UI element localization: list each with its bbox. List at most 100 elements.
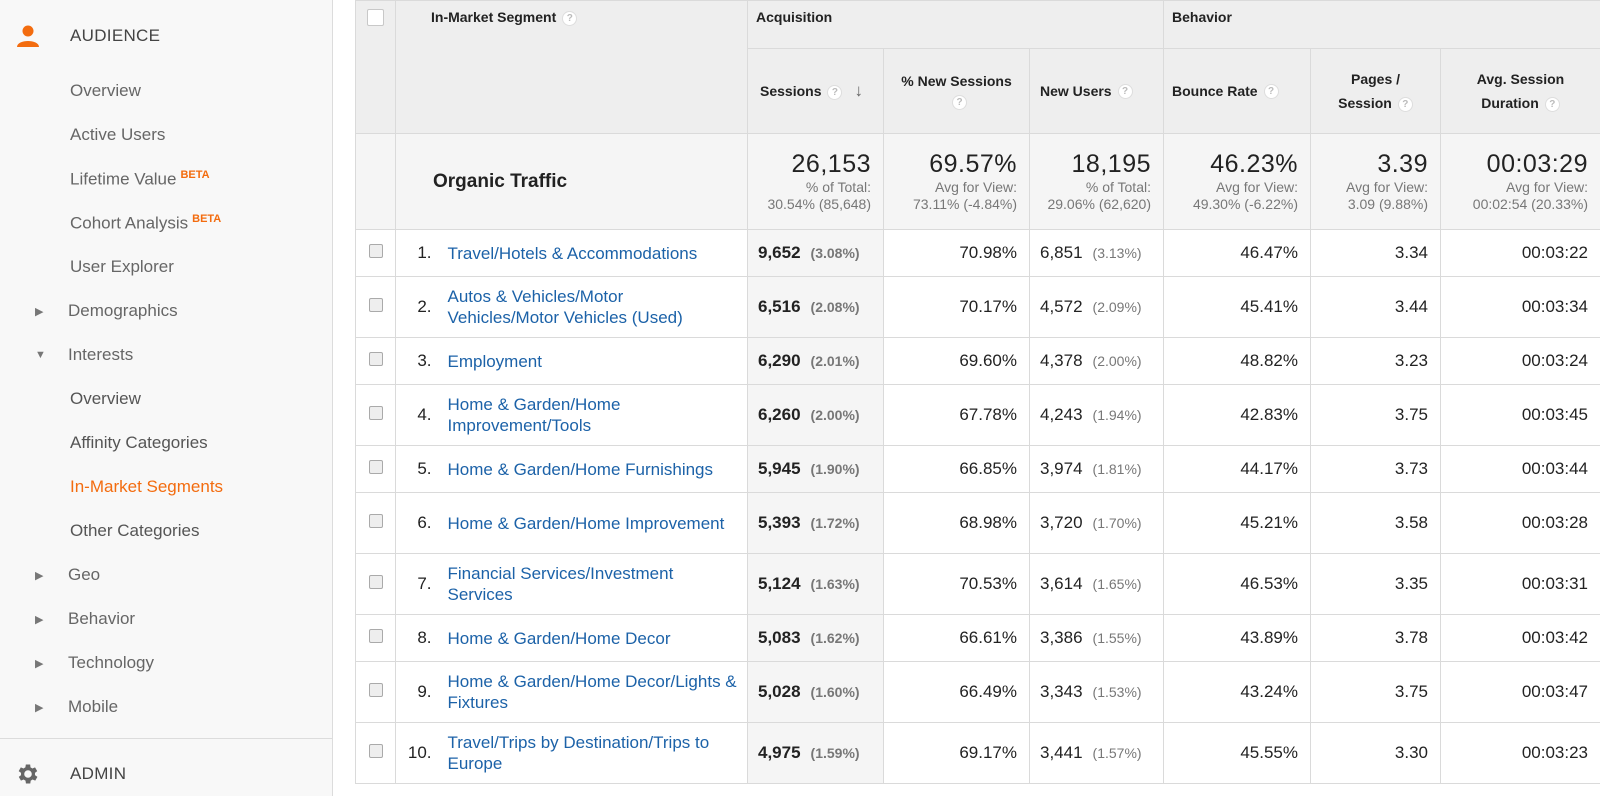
sessions-value: 6,516	[758, 297, 801, 316]
row-checkbox[interactable]	[368, 629, 383, 643]
help-icon[interactable]: ?	[562, 10, 578, 26]
sidebar-item-label: Active Users	[70, 125, 166, 144]
lifetime-value-text: Lifetime Value	[70, 169, 177, 189]
segment-link[interactable]: Home & Garden/Home Decor/Lights & Fixtur…	[435, 661, 748, 723]
duration-cell: 00:03:31	[1440, 553, 1600, 615]
sidebar-item-geo[interactable]: ▶ Geo	[0, 553, 332, 597]
sessions-percent: (1.62%)	[810, 630, 860, 646]
avg-session-duration-column-header[interactable]: Avg. Session Duration?	[1440, 48, 1600, 134]
bounce-rate-cell: 45.55%	[1163, 722, 1311, 784]
sidebar-item-behavior[interactable]: ▶ Behavior	[0, 597, 332, 641]
sidebar-item-user-explorer[interactable]: User Explorer	[0, 245, 332, 289]
duration-cell: 00:03:22	[1440, 229, 1600, 277]
pages-cell: 3.34	[1310, 229, 1441, 277]
new-users-cell: 6,851 (3.13%)	[1029, 229, 1164, 277]
help-icon[interactable]: ?	[1263, 84, 1279, 100]
segment-link[interactable]: Home & Garden/Home Improvement/Tools	[435, 384, 748, 446]
row-index: 10.	[395, 722, 436, 784]
row-checkbox[interactable]	[368, 406, 383, 420]
help-icon[interactable]: ?	[1544, 96, 1560, 112]
sessions-percent: (1.72%)	[810, 515, 860, 531]
segment-link[interactable]: Travel/Hotels & Accommodations	[435, 229, 748, 277]
bounce-rate-column-header[interactable]: Bounce Rate?	[1163, 48, 1311, 134]
help-icon[interactable]: ?	[1397, 96, 1413, 112]
sidebar-item-label: In-Market Segments	[70, 477, 224, 496]
row-checkbox[interactable]	[368, 460, 383, 474]
sidebar-item-lifetime-value[interactable]: Lifetime Value BETA	[0, 157, 332, 201]
bounce-rate-cell: 48.82%	[1163, 337, 1311, 385]
summary-caption: 3.09 (9.88%)	[1347, 196, 1428, 212]
sidebar-item-active-users[interactable]: Active Users	[0, 113, 332, 157]
segment-link[interactable]: Travel/Trips by Destination/Trips to Eur…	[435, 722, 748, 784]
sidebar-item-mobile[interactable]: ▶ Mobile	[0, 685, 332, 729]
row-checkbox-cell	[355, 722, 396, 784]
summary-row: Organic Traffic 26,153% of Total: 30.54% …	[355, 133, 1600, 230]
sidebar-item-technology[interactable]: ▶ Technology	[0, 641, 332, 685]
new-users-cell: 3,720 (1.70%)	[1029, 492, 1164, 554]
summary-caption: Avg for View:	[935, 179, 1017, 195]
row-checkbox[interactable]	[368, 352, 383, 366]
gear-icon	[15, 761, 41, 787]
segment-link[interactable]: Autos & Vehicles/Motor Vehicles/Motor Ve…	[435, 276, 748, 338]
segment-link[interactable]: Home & Garden/Home Decor	[435, 614, 748, 662]
select-all-checkbox[interactable]	[367, 9, 384, 26]
duration-cell: 00:03:24	[1440, 337, 1600, 385]
segment-column-header[interactable]: In-Market Segment?	[395, 0, 748, 134]
new-users-cell: 3,441 (1.57%)	[1029, 722, 1164, 784]
segment-header-text: In-Market Segment	[431, 9, 557, 25]
sidebar-item-other-categories[interactable]: Other Categories	[0, 509, 332, 553]
bounce-rate-cell: 46.53%	[1163, 553, 1311, 615]
sidebar-item-interests-overview[interactable]: Overview	[0, 377, 332, 421]
sessions-column-header[interactable]: Sessions? ↓	[747, 48, 884, 134]
help-icon[interactable]: ?	[827, 84, 843, 100]
row-checkbox[interactable]	[368, 744, 383, 758]
row-checkbox[interactable]	[368, 298, 383, 312]
summary-value: 26,153	[791, 150, 871, 178]
sidebar-item-label: Overview	[70, 389, 141, 408]
summary-value: 46.23%	[1210, 150, 1298, 178]
row-checkbox[interactable]	[368, 244, 383, 258]
segment-link[interactable]: Home & Garden/Home Furnishings	[435, 445, 748, 493]
pages-session-column-header[interactable]: Pages / Session?	[1310, 48, 1441, 134]
help-icon[interactable]: ?	[952, 94, 967, 110]
summary-pages: 3.39 Avg for View: 3.09 (9.88%)	[1310, 133, 1441, 230]
admin-section-header[interactable]: ADMIN	[0, 752, 332, 796]
pages-cell: 3.23	[1310, 337, 1441, 385]
segment-link[interactable]: Financial Services/Investment Services	[435, 553, 748, 615]
duration-cell: 00:03:34	[1440, 276, 1600, 338]
duration-cell: 00:03:28	[1440, 492, 1600, 554]
row-checkbox[interactable]	[368, 514, 383, 528]
sidebar-item-demographics[interactable]: ▶ Demographics	[0, 289, 332, 333]
sidebar-item-label: Technology	[68, 653, 155, 672]
help-icon[interactable]: ?	[1117, 84, 1133, 100]
sessions-cell: 5,083 (1.62%)	[747, 614, 884, 662]
sidebar-item-label: User Explorer	[70, 257, 174, 276]
sidebar-item-affinity-categories[interactable]: Affinity Categories	[0, 421, 332, 465]
session-header-text: Session	[1338, 95, 1392, 111]
new-users-value: 3,441	[1040, 743, 1083, 762]
sessions-percent: (1.90%)	[810, 461, 860, 477]
new-sessions-column-header[interactable]: % New Sessions?	[883, 48, 1030, 134]
sidebar-item-cohort-analysis[interactable]: Cohort Analysis BETA	[0, 201, 332, 245]
row-checkbox[interactable]	[368, 575, 383, 589]
summary-caption: 00:02:54 (20.33%)	[1472, 196, 1588, 212]
sessions-cell: 5,945 (1.90%)	[747, 445, 884, 493]
sidebar-item-in-market-segments[interactable]: In-Market Segments	[0, 465, 332, 509]
sidebar-item-interests[interactable]: ▼ Interests	[0, 333, 332, 377]
new-users-value: 4,378	[1040, 351, 1083, 370]
pages-cell: 3.75	[1310, 661, 1441, 723]
audience-section-header[interactable]: AUDIENCE	[0, 14, 332, 58]
summary-caption: Avg for View:	[1346, 179, 1428, 195]
row-checkbox[interactable]	[368, 683, 383, 697]
sidebar-item-overview[interactable]: Overview	[0, 69, 332, 113]
sessions-cell: 5,028 (1.60%)	[747, 661, 884, 723]
sessions-cell: 9,652 (3.08%)	[747, 229, 884, 277]
admin-label: ADMIN	[70, 764, 127, 783]
segment-link[interactable]: Home & Garden/Home Improvement	[435, 492, 748, 554]
report-table: In-Market Segment? Acquisition Behavior …	[355, 0, 1600, 784]
new-users-column-header[interactable]: New Users?	[1029, 48, 1164, 134]
segment-link[interactable]: Employment	[435, 337, 748, 385]
table-row: 9. Home & Garden/Home Decor/Lights & Fix…	[355, 661, 1600, 723]
new-users-value: 3,343	[1040, 682, 1083, 701]
sessions-cell: 5,124 (1.63%)	[747, 553, 884, 615]
